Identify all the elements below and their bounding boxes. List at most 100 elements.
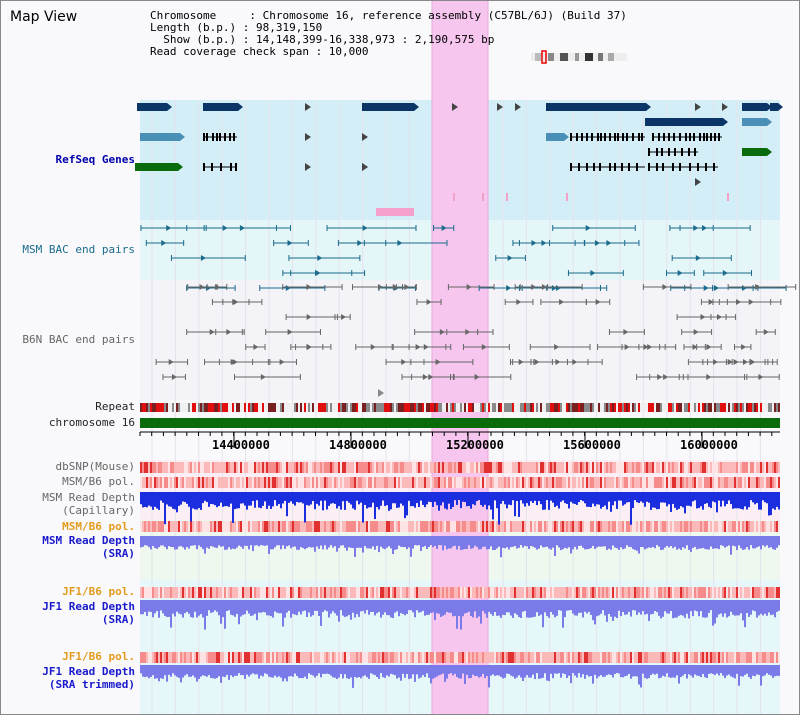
polymorphism-mark: [260, 477, 262, 488]
read-depth-bar: [390, 600, 392, 618]
read-depth-bar: [288, 492, 290, 503]
track-label-jf1-read-depth-sra[interactable]: JF1 Read Depth: [42, 600, 135, 613]
repeat-mark: [164, 403, 166, 412]
polymorphism-mark: [554, 587, 556, 598]
repeat-mark: [248, 403, 250, 412]
track-label-dbsnp[interactable]: dbSNP(Mouse): [55, 460, 135, 473]
read-depth-bar: [528, 600, 530, 618]
polymorphism-mark: [574, 587, 576, 598]
bac-arrow: [199, 284, 205, 290]
track-label-jf1-b6-pol-2[interactable]: JF1/B6 pol.: [62, 650, 135, 663]
read-depth-bar: [526, 492, 528, 504]
polymorphism-mark: [508, 652, 510, 663]
polymorphism-mark: [684, 521, 686, 532]
read-depth-bar: [534, 600, 536, 617]
track-label-jf1-read-depth-trimmed[interactable]: JF1 Read Depth: [42, 665, 135, 678]
read-depth-bar: [360, 600, 362, 612]
track-label-msm-b6-pol-2[interactable]: MSM/B6 pol.: [62, 520, 135, 533]
read-depth-bar: [146, 665, 148, 677]
read-depth-bar: [742, 492, 744, 510]
polymorphism-mark: [694, 652, 696, 663]
polymorphism-mark: [320, 652, 322, 663]
track-label-b6n-bac[interactable]: B6N BAC end pairs: [22, 333, 135, 346]
repeat-mark: [342, 403, 344, 412]
polymorphism-mark: [670, 652, 672, 663]
gene-exon: [203, 163, 205, 171]
read-depth-bar: [410, 536, 412, 557]
read-depth-bar: [402, 536, 404, 547]
repeat-mark: [200, 403, 202, 412]
polymorphism-mark: [650, 652, 652, 663]
polymorphism-mark: [650, 462, 652, 473]
polymorphism-mark: [338, 587, 340, 598]
read-depth-bar: [434, 665, 436, 678]
polymorphism-mark: [468, 652, 470, 663]
gene-exon: [636, 163, 638, 171]
polymorphism-mark: [206, 462, 208, 473]
polymorphism-mark: [766, 477, 768, 488]
track-label-msm-b6-pol[interactable]: MSM/B6 pol.: [62, 475, 135, 488]
polymorphism-mark: [578, 521, 580, 532]
repeat-mark: [222, 403, 224, 412]
polymorphism-mark: [766, 521, 768, 532]
repeat-mark: [720, 403, 722, 412]
read-depth-bar: [388, 665, 390, 677]
polymorphism-mark: [308, 477, 310, 488]
read-depth-bar: [472, 492, 474, 505]
read-depth-bar: [656, 492, 658, 510]
polymorphism-mark: [152, 521, 154, 532]
read-depth-bar: [302, 665, 304, 679]
polymorphism-mark: [750, 521, 752, 532]
track-label-repeat[interactable]: Repeat: [95, 400, 135, 413]
read-depth-bar: [594, 536, 596, 549]
read-depth-bar: [556, 600, 558, 616]
polymorphism-mark: [506, 652, 508, 663]
polymorphism-mark: [306, 521, 308, 532]
polymorphism-mark: [354, 462, 356, 473]
read-depth-bar: [272, 536, 274, 550]
track-label-msm-read-depth-sra[interactable]: MSM Read Depth: [42, 534, 135, 547]
polymorphism-mark: [470, 587, 472, 598]
polymorphism-mark: [246, 521, 248, 532]
repeat-mark: [620, 403, 622, 412]
read-depth-bar: [156, 492, 158, 509]
read-depth-bar: [390, 536, 392, 549]
read-depth-bar: [484, 536, 486, 547]
read-depth-bar: [290, 492, 292, 502]
read-depth-bar: [404, 600, 406, 616]
polymorphism-mark: [496, 477, 498, 488]
track-label-msm-read-depth-capillary[interactable]: MSM Read Depth: [42, 491, 135, 504]
read-depth-bar: [628, 665, 630, 674]
read-depth-bar: [710, 536, 712, 547]
read-depth-bar: [600, 536, 602, 547]
track-label-msm-bac[interactable]: MSM BAC end pairs: [22, 243, 135, 256]
bac-arrow: [232, 359, 238, 365]
polymorphism-mark: [702, 587, 704, 598]
repeat-mark: [502, 403, 504, 412]
read-depth-bar: [364, 665, 366, 676]
read-depth-bar: [592, 492, 594, 504]
polymorphism-mark: [756, 462, 758, 473]
repeat-mark: [156, 403, 158, 412]
polymorphism-mark: [478, 521, 480, 532]
read-depth-bar: [294, 665, 296, 674]
polymorphism-mark: [402, 477, 404, 488]
polymorphism-mark: [612, 587, 614, 598]
polymorphism-mark: [626, 652, 628, 663]
track-label-refseq[interactable]: RefSeq Genes: [55, 153, 135, 166]
read-depth-bar: [460, 600, 462, 630]
polymorphism-mark: [378, 652, 380, 663]
read-depth-bar: [448, 665, 450, 674]
read-depth-bar: [314, 600, 316, 611]
polymorphism-mark: [628, 652, 630, 663]
track-label-jf1-b6-pol[interactable]: JF1/B6 pol.: [62, 585, 135, 598]
repeat-mark: [578, 403, 580, 412]
read-depth-bar: [760, 665, 762, 686]
bac-arrow: [415, 344, 421, 350]
polymorphism-mark: [172, 477, 174, 488]
read-depth-bar: [262, 600, 264, 612]
polymorphism-mark: [554, 521, 556, 532]
read-depth-bar: [308, 600, 310, 613]
read-depth-bar: [656, 536, 658, 546]
